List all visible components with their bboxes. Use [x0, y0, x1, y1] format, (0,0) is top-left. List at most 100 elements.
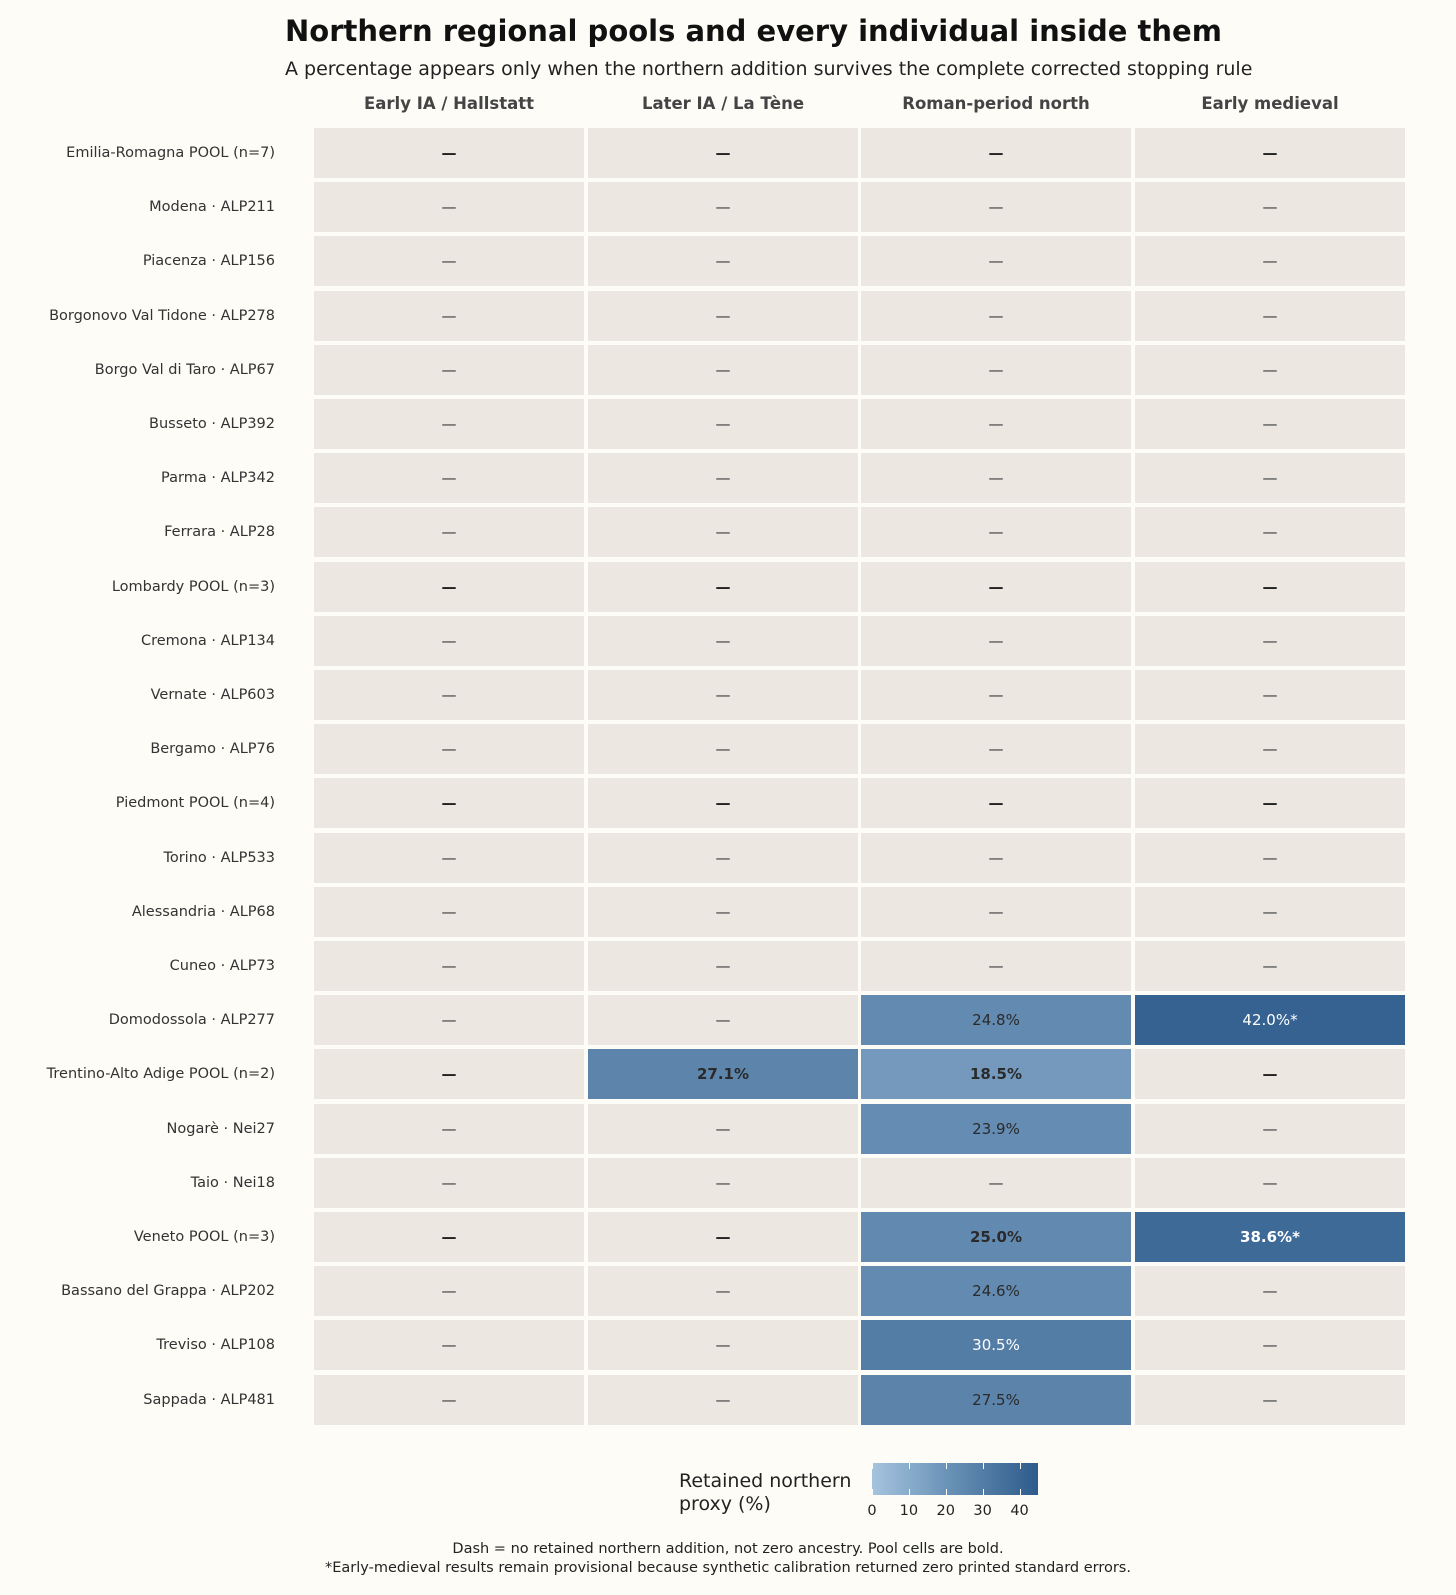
cell-empty: —	[588, 236, 858, 287]
cell-value: 24.8%	[861, 995, 1131, 1046]
footnote-provisional: *Early-medieval results remain provision…	[325, 1560, 1131, 1576]
cell-empty: —	[1135, 941, 1405, 991]
legend-tick-mark	[945, 1489, 947, 1495]
cell-empty: —	[1135, 1103, 1405, 1154]
row-label: Bergamo · ALP76	[150, 741, 275, 758]
legend-tick-mark	[982, 1489, 984, 1495]
row-label: Torino · ALP533	[163, 849, 275, 866]
cell-empty: —	[861, 507, 1131, 558]
cell-empty: —	[314, 724, 584, 775]
cell-empty: —	[1135, 453, 1405, 504]
legend-tick-label: 0	[867, 1503, 877, 1519]
cell-empty: —	[1135, 507, 1405, 558]
cell-empty: —	[588, 995, 858, 1046]
column-header: Early medieval	[1201, 94, 1339, 113]
cell-empty: —	[314, 1157, 584, 1208]
cell-empty: —	[861, 941, 1131, 991]
row-label: Borgonovo Val Tidone · ALP278	[49, 307, 275, 324]
cell-value: 30.5%	[861, 1320, 1131, 1371]
row-label: Piedmont POOL (n=4)	[115, 795, 275, 812]
cell-empty: —	[314, 128, 584, 178]
footnote-dash: Dash = no retained northern addition, no…	[452, 1541, 1004, 1557]
column-header: Roman-period north	[902, 94, 1090, 113]
row-label: Parma · ALP342	[161, 470, 275, 487]
row-label: Trentino-Alto Adige POOL (n=2)	[46, 1066, 275, 1083]
cell-empty: —	[588, 886, 858, 937]
cell-empty: —	[861, 344, 1131, 395]
row-label: Nogarè · Nei27	[166, 1120, 275, 1137]
legend-tick-mark	[945, 1463, 947, 1469]
cell-empty: —	[1135, 561, 1405, 612]
cell-empty: —	[588, 724, 858, 775]
cell-empty: —	[314, 1212, 584, 1262]
row-label: Cremona · ALP134	[140, 632, 275, 649]
cell-empty: —	[314, 1049, 584, 1100]
cell-empty: —	[588, 453, 858, 504]
legend-tick-label: 30	[973, 1503, 992, 1519]
cell-empty: —	[588, 1374, 858, 1425]
cell-value: 25.0%	[861, 1212, 1131, 1262]
legend-tick-mark	[908, 1489, 910, 1495]
cell-empty: —	[1135, 290, 1405, 341]
cell-value: 18.5%	[861, 1049, 1131, 1100]
cell-empty: —	[314, 561, 584, 612]
legend-tick-label: 10	[899, 1503, 919, 1519]
cell-empty: —	[1135, 236, 1405, 287]
row-label: Borgo Val di Taro · ALP67	[94, 361, 275, 378]
row-label: Alessandria · ALP68	[131, 903, 275, 920]
cell-empty: —	[314, 615, 584, 666]
cell-empty: —	[1135, 399, 1405, 449]
cell-empty: —	[588, 344, 858, 395]
row-label: Bassano del Grappa · ALP202	[61, 1283, 275, 1300]
cell-empty: —	[1135, 182, 1405, 233]
row-label: Ferrara · ALP28	[164, 524, 275, 541]
cell-empty: —	[1135, 670, 1405, 720]
cell-empty: —	[588, 399, 858, 449]
cell-empty: —	[314, 236, 584, 287]
row-label: Veneto POOL (n=3)	[133, 1229, 275, 1245]
row-label: Taio · Nei18	[190, 1174, 275, 1191]
cell-empty: —	[314, 670, 584, 720]
cell-empty: —	[861, 290, 1131, 341]
row-label: Vernate · ALP603	[150, 687, 275, 703]
cell-value: 27.1%	[588, 1049, 858, 1100]
cell-empty: —	[861, 778, 1131, 829]
cell-empty: —	[1135, 344, 1405, 395]
legend-tick-label: 40	[1010, 1503, 1029, 1519]
row-label: Cuneo · ALP73	[169, 958, 275, 974]
cell-empty: —	[314, 941, 584, 991]
cell-empty: —	[861, 724, 1131, 775]
cell-empty: —	[1135, 128, 1405, 178]
row-label: Lombardy POOL (n=3)	[111, 578, 275, 595]
legend-title: Retained northern proxy (%)	[679, 1470, 852, 1515]
cell-empty: —	[588, 1157, 858, 1208]
legend-tick-mark	[872, 1489, 873, 1495]
cell-empty: —	[861, 399, 1131, 449]
cell-empty: —	[861, 1157, 1131, 1208]
cell-empty: —	[861, 453, 1131, 504]
cell-empty: —	[1135, 778, 1405, 829]
cell-empty: —	[314, 1103, 584, 1154]
legend-tick-mark	[982, 1463, 984, 1469]
cell-empty: —	[861, 886, 1131, 937]
cell-empty: —	[314, 344, 584, 395]
cell-empty: —	[1135, 1374, 1405, 1425]
cell-empty: —	[314, 1320, 584, 1371]
cell-empty: —	[314, 832, 584, 883]
cell-empty: —	[861, 182, 1131, 233]
cell-empty: —	[861, 832, 1131, 883]
cell-empty: —	[588, 507, 858, 558]
cell-empty: —	[314, 1374, 584, 1425]
row-label: Emilia-Romagna POOL (n=7)	[66, 145, 275, 161]
cell-empty: —	[314, 995, 584, 1046]
chart-subtitle: A percentage appears only when the north…	[285, 58, 1253, 80]
row-label: Domodossola · ALP277	[108, 1012, 275, 1029]
cell-empty: —	[588, 832, 858, 883]
cell-empty: —	[1135, 724, 1405, 775]
cell-empty: —	[588, 1103, 858, 1154]
column-header: Early IA / Hallstatt	[364, 94, 534, 113]
cell-empty: —	[588, 290, 858, 341]
cell-empty: —	[588, 1320, 858, 1371]
cell-empty: —	[588, 778, 858, 829]
